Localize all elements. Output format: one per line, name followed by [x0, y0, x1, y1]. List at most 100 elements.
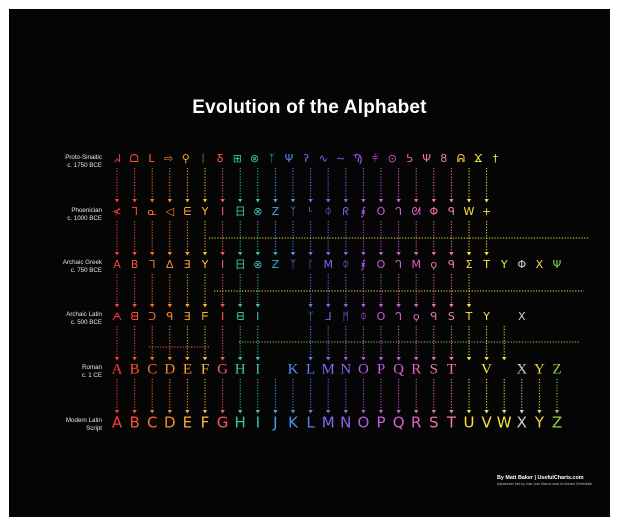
- roman-letter: Z: [552, 361, 561, 377]
- archaic-greek-glyph: T: [482, 258, 490, 271]
- modern-letter: Z: [552, 414, 562, 432]
- modern-letter: M: [322, 414, 335, 432]
- roman-letter: C: [147, 361, 157, 377]
- modern-letter: K: [288, 414, 299, 432]
- evolution-arrow-head: [238, 199, 243, 203]
- archaic-greek-glyph: Φ: [517, 258, 526, 271]
- evolution-arrow-head: [308, 199, 313, 203]
- proto-sinaitic-glyph: ᛁ: [200, 152, 207, 165]
- evolution-arrow-head: [326, 199, 331, 203]
- proto-sinaitic-glyph: ᗝ: [130, 152, 139, 165]
- evolution-arrow-head: [414, 357, 419, 361]
- evolution-arrow-head: [132, 199, 137, 203]
- evolution-arrow-head: [167, 304, 172, 308]
- modern-letter: O: [357, 414, 369, 432]
- evolution-arrow-head: [431, 410, 436, 414]
- modern-letter: S: [429, 414, 439, 432]
- evolution-arrow-head: [554, 410, 560, 414]
- evolution-arrow-head: [484, 410, 489, 414]
- archaic-greek-glyph: ᒉ: [395, 258, 402, 271]
- archaic-latin-glyph: Ǝ: [184, 310, 191, 323]
- row-label-archaic-greek: Archaic Greek c. 750 BCE: [62, 259, 102, 274]
- phoenician-glyph: ≮: [112, 205, 121, 218]
- evolution-arrow-head: [414, 304, 419, 308]
- archaic-latin-glyph: ᛗ: [342, 310, 349, 323]
- evolution-arrow-head: [290, 252, 296, 256]
- phoenician-glyph: ᓇ: [148, 205, 157, 218]
- archaic-greek-glyph: M: [323, 258, 333, 271]
- archaic-greek-glyph: ᑫ: [448, 258, 455, 271]
- row-label-proto-sinaitic: Proto-Sinaitic c. 1750 BCE: [65, 154, 102, 169]
- phoenician-glyph: I: [221, 205, 224, 218]
- proto-sinaitic-glyph: Ϡ: [353, 152, 363, 165]
- evolution-arrow-head: [431, 252, 436, 256]
- phoenician-glyph: ᛉ: [290, 205, 297, 218]
- phoenician-glyph: ⨘: [361, 205, 367, 218]
- evolution-arrow-head: [519, 410, 524, 414]
- evolution-arrow-head: [308, 410, 313, 414]
- proto-sinaitic-glyph: ᕊ: [406, 152, 413, 165]
- archaic-greek-glyph: B: [131, 258, 139, 271]
- evolution-arrow-head: [220, 357, 225, 361]
- archaic-greek-glyph: Σ: [466, 258, 473, 271]
- evolution-arrow-head: [414, 252, 419, 256]
- phoenician-glyph: Y: [201, 205, 209, 218]
- evolution-arrow-head: [308, 357, 313, 361]
- evolution-arrow-head: [378, 357, 384, 361]
- evolution-arrow-head: [273, 199, 278, 203]
- roman-letter: L: [306, 361, 315, 377]
- evolution-arrow-head: [449, 252, 454, 256]
- modern-letter: L: [306, 414, 315, 432]
- evolution-arrow-head: [414, 199, 419, 203]
- evolution-arrow-head: [361, 410, 366, 414]
- roman-letter: H: [235, 361, 246, 377]
- archaic-greek-glyph: ϙ: [430, 258, 437, 271]
- evolution-arrow-head: [238, 357, 243, 361]
- evolution-arrow-head: [378, 304, 384, 308]
- phoenician-glyph: W: [464, 205, 475, 218]
- proto-sinaitic-glyph: Ψ: [422, 152, 431, 165]
- proto-sinaitic-glyph: ∼: [336, 152, 345, 165]
- modern-letter: H: [235, 414, 246, 432]
- evolution-arrow-head: [290, 410, 296, 414]
- evolution-arrow-head: [273, 252, 278, 256]
- evolution-arrow-head: [326, 410, 331, 414]
- row-label-phoenician: Phoenician c. 1000 BCE: [67, 207, 102, 222]
- archaic-greek-glyph: Y: [500, 258, 508, 271]
- roman-letter: A: [112, 361, 123, 377]
- evolution-arrow-head: [466, 252, 472, 256]
- proto-sinaitic-glyph: ⇨: [164, 152, 173, 165]
- roman-letter: G: [217, 361, 228, 377]
- evolution-arrow-head: [466, 304, 472, 308]
- evolution-arrow-head: [202, 304, 208, 308]
- roman-letter: K: [288, 361, 299, 377]
- archaic-greek-glyph: ⨘: [361, 258, 367, 271]
- phoenician-glyph: Z: [272, 205, 280, 218]
- evolution-arrow-head: [167, 410, 172, 414]
- roman-letter: B: [130, 361, 140, 377]
- evolution-arrow-head: [132, 357, 137, 361]
- proto-sinaitic-glyph: ⊞: [233, 152, 242, 165]
- evolution-arrow-head: [238, 252, 243, 256]
- evolution-arrow-head: [326, 252, 331, 256]
- evolution-arrow-head: [396, 410, 401, 414]
- modern-letter: N: [340, 414, 351, 432]
- archaic-greek-glyph: Y: [201, 258, 209, 271]
- evolution-arrow-head: [202, 410, 208, 414]
- proto-sinaitic-glyph: ᖽ: [114, 152, 121, 165]
- evolution-arrow-head: [185, 304, 190, 308]
- archaic-greek-glyph: ᛰ: [342, 258, 349, 271]
- evolution-arrow-head: [484, 252, 489, 256]
- evolution-arrow-head: [449, 199, 454, 203]
- modern-letter: T: [446, 414, 457, 432]
- row-label-archaic-latin: Archaic Latin c. 500 BCE: [66, 311, 102, 326]
- proto-sinaitic-glyph: ⊗: [250, 152, 259, 165]
- evolution-arrow-head: [343, 199, 348, 203]
- evolution-arrow-head: [202, 252, 208, 256]
- evolution-arrow-head: [238, 304, 243, 308]
- modern-letter: V: [481, 414, 492, 432]
- evolution-arrow-head: [238, 410, 243, 414]
- poster: Evolution of the Alphabet Proto-Sinaitic…: [9, 9, 610, 517]
- roman-letter: E: [183, 361, 192, 377]
- archaic-latin-glyph: ᗺ: [131, 310, 139, 323]
